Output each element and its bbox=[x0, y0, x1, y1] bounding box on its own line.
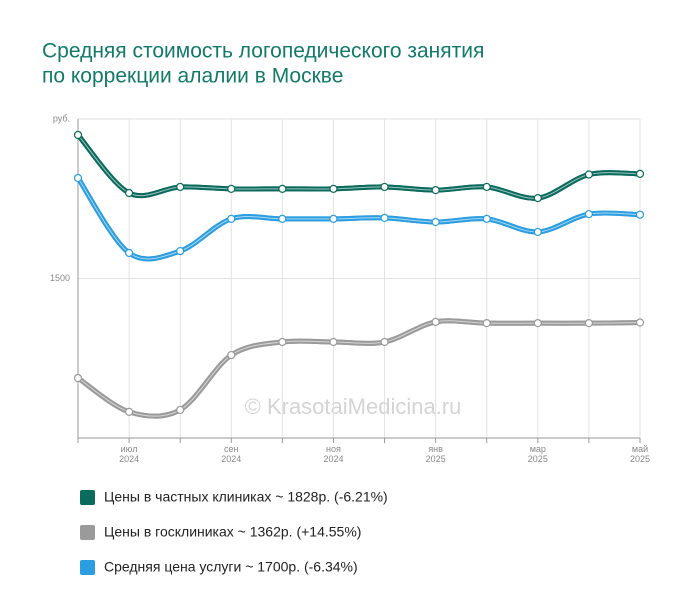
point bbox=[73, 173, 83, 183]
chart-title: Средняя стоимость логопедического заняти… bbox=[42, 40, 484, 63]
watermark: © KrasotaiMedicina.ru bbox=[245, 394, 462, 419]
point bbox=[533, 319, 542, 328]
series-line bbox=[76, 133, 641, 201]
point bbox=[635, 169, 645, 178]
point bbox=[124, 188, 134, 198]
legend-label: Цены в госклиниках ~ 1362р. (+14.55%) bbox=[104, 524, 361, 540]
point bbox=[278, 214, 287, 223]
point bbox=[584, 209, 594, 219]
point bbox=[329, 184, 338, 193]
x-tick-label: июл 2024 bbox=[119, 444, 139, 464]
point bbox=[124, 248, 134, 258]
chart-title: по коррекции алалии в Москве bbox=[42, 65, 343, 88]
point bbox=[278, 337, 287, 347]
point bbox=[176, 405, 185, 415]
x-tick-label: мар 2025 bbox=[528, 444, 548, 464]
point bbox=[176, 182, 185, 192]
x-tick-label: янв 2025 bbox=[426, 444, 446, 464]
point bbox=[584, 170, 594, 179]
point bbox=[380, 337, 389, 347]
point bbox=[124, 407, 134, 416]
legend-swatch bbox=[80, 525, 95, 540]
point bbox=[73, 373, 83, 383]
y-tick-label: руб. bbox=[53, 113, 70, 123]
point bbox=[380, 182, 389, 192]
legend-swatch bbox=[80, 490, 95, 505]
point bbox=[635, 210, 645, 219]
legend-swatch bbox=[80, 560, 95, 575]
point bbox=[278, 184, 287, 193]
x-tick-label: май 2025 bbox=[630, 444, 650, 464]
point bbox=[380, 213, 389, 222]
point bbox=[329, 214, 338, 223]
point bbox=[533, 227, 542, 237]
y-tick-label: 1500 bbox=[50, 273, 70, 283]
legend-label: Средняя цена услуги ~ 1700р. (-6.34%) bbox=[104, 559, 358, 575]
point bbox=[227, 184, 236, 193]
point bbox=[431, 217, 440, 227]
legend-label: Цены в частных клиниках ~ 1828р. (-6.21%… bbox=[104, 489, 388, 505]
point bbox=[227, 350, 236, 360]
point bbox=[584, 319, 594, 328]
x-tick-label: ноя 2024 bbox=[323, 444, 343, 464]
x-tick-label: сен 2024 bbox=[221, 444, 241, 464]
point bbox=[73, 130, 83, 140]
point bbox=[533, 194, 542, 203]
point bbox=[482, 182, 491, 192]
point bbox=[176, 246, 185, 256]
point bbox=[431, 317, 440, 326]
point bbox=[329, 337, 338, 347]
point bbox=[431, 186, 440, 195]
point bbox=[227, 214, 236, 223]
point bbox=[635, 318, 645, 327]
point bbox=[482, 214, 491, 223]
point bbox=[482, 319, 491, 328]
